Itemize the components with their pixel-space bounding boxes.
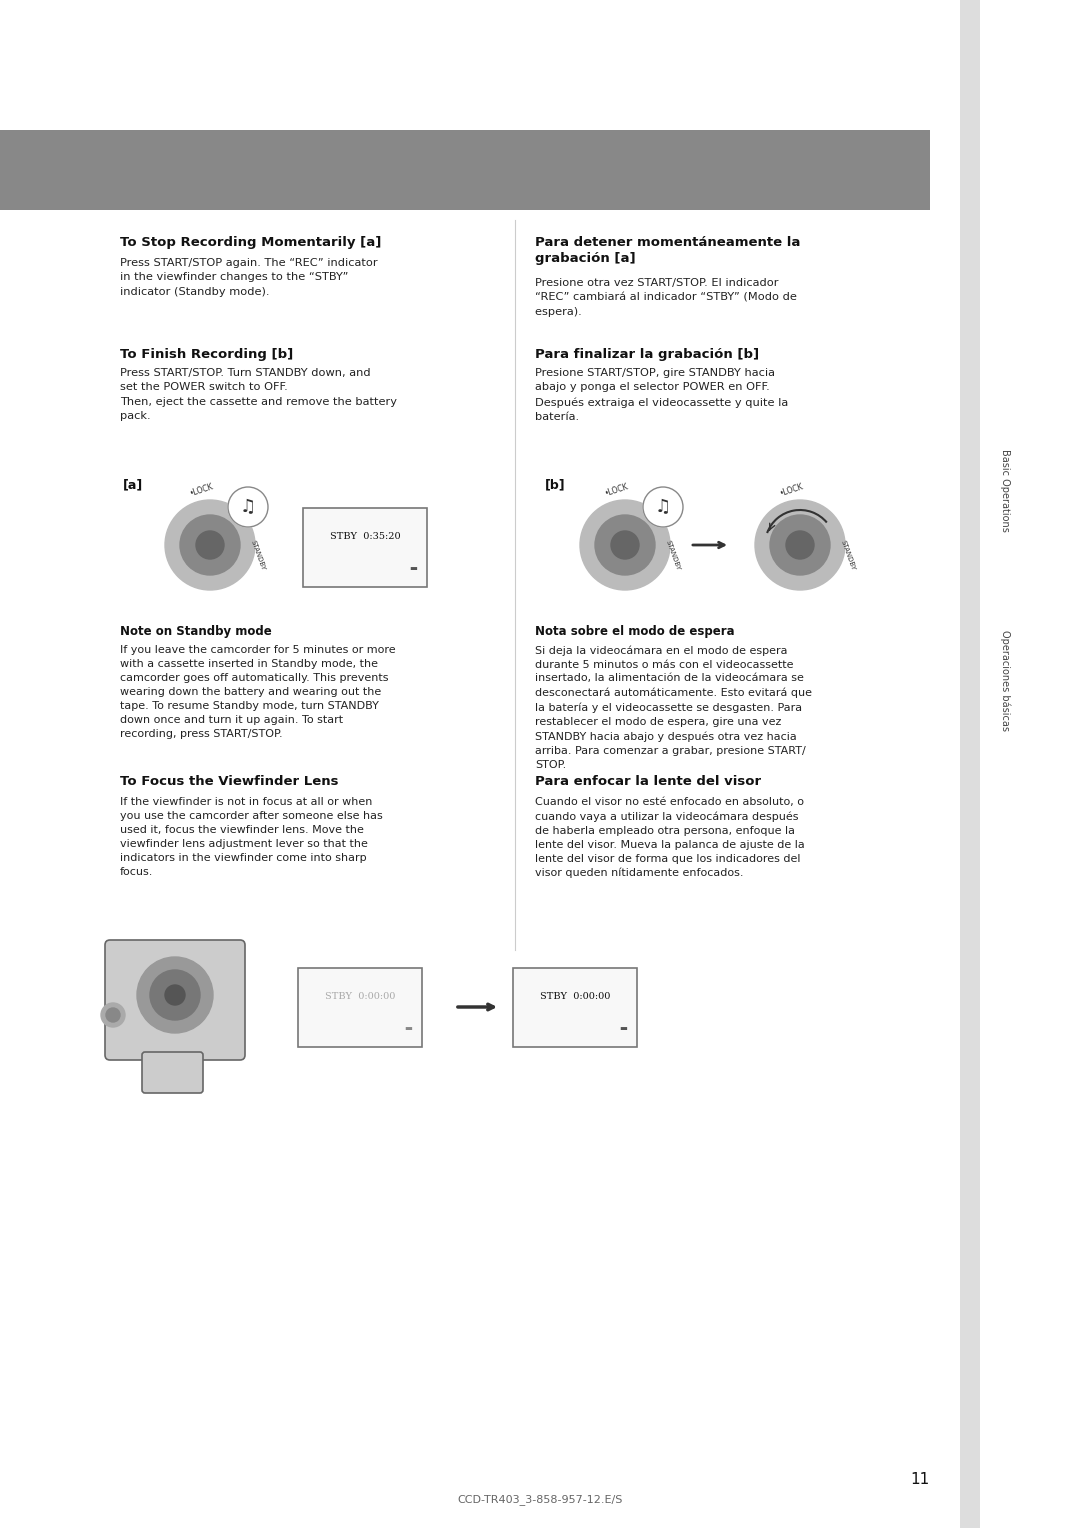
Circle shape (106, 1008, 120, 1022)
Text: ▬: ▬ (619, 1024, 627, 1033)
Circle shape (165, 986, 185, 1005)
FancyBboxPatch shape (105, 940, 245, 1060)
Circle shape (611, 532, 639, 559)
Text: STBY  0:00:00: STBY 0:00:00 (325, 992, 395, 1001)
Text: To Stop Recording Momentarily [a]: To Stop Recording Momentarily [a] (120, 235, 381, 249)
Circle shape (102, 1002, 125, 1027)
Text: STBY  0:35:20: STBY 0:35:20 (329, 532, 401, 541)
Circle shape (195, 532, 224, 559)
Text: Note on Standby mode: Note on Standby mode (120, 625, 272, 639)
Text: Cuando el visor no esté enfocado en absoluto, o
cuando vaya a utilizar la videoc: Cuando el visor no esté enfocado en abso… (535, 798, 805, 879)
Circle shape (755, 500, 845, 590)
Text: •LOCK: •LOCK (604, 481, 630, 498)
Text: ▬: ▬ (409, 564, 417, 573)
Text: CCD-TR403_3-858-957-12.E/S: CCD-TR403_3-858-957-12.E/S (457, 1494, 623, 1505)
Text: STANDBY: STANDBY (249, 539, 267, 571)
Text: ♫: ♫ (654, 498, 671, 516)
Circle shape (786, 532, 814, 559)
Text: Press START/STOP again. The “REC” indicator
in the viewfinder changes to the “ST: Press START/STOP again. The “REC” indica… (120, 258, 378, 296)
Text: Para finalizar la grabación [b]: Para finalizar la grabación [b] (535, 348, 759, 361)
Circle shape (228, 487, 268, 527)
FancyBboxPatch shape (141, 1051, 203, 1093)
Text: Si deja la videocámara en el modo de espera
durante 5 minutos o más con el video: Si deja la videocámara en el modo de esp… (535, 645, 812, 770)
FancyBboxPatch shape (298, 969, 422, 1047)
Text: If the viewfinder is not in focus at all or when
you use the camcorder after som: If the viewfinder is not in focus at all… (120, 798, 382, 877)
Text: •LOCK: •LOCK (189, 481, 215, 498)
Circle shape (180, 515, 240, 575)
Text: [a]: [a] (123, 478, 144, 490)
Circle shape (165, 500, 255, 590)
Circle shape (643, 487, 683, 527)
FancyBboxPatch shape (960, 0, 980, 1528)
Text: •LOCK: •LOCK (779, 481, 805, 498)
Text: STBY  0:00:00: STBY 0:00:00 (540, 992, 610, 1001)
Circle shape (150, 970, 200, 1021)
Text: To Focus the Viewfinder Lens: To Focus the Viewfinder Lens (120, 775, 338, 788)
Text: Presione START/STOP, gire STANDBY hacia
abajo y ponga el selector POWER en OFF.
: Presione START/STOP, gire STANDBY hacia … (535, 368, 788, 422)
Text: Nota sobre el modo de espera: Nota sobre el modo de espera (535, 625, 734, 639)
Text: 11: 11 (910, 1473, 930, 1487)
Text: Para detener momentáneamente la
grabación [a]: Para detener momentáneamente la grabació… (535, 235, 800, 264)
Text: STANDBY: STANDBY (840, 539, 856, 571)
Text: Para enfocar la lente del visor: Para enfocar la lente del visor (535, 775, 761, 788)
Circle shape (580, 500, 670, 590)
Text: ▬: ▬ (404, 1024, 411, 1033)
Text: Presione otra vez START/STOP. El indicador
“REC” cambiará al indicador “STBY” (⁠: Presione otra vez START/STOP. El indicad… (535, 278, 797, 316)
Circle shape (770, 515, 831, 575)
Text: To Finish Recording [b]: To Finish Recording [b] (120, 348, 294, 361)
Circle shape (595, 515, 654, 575)
Text: STANDBY: STANDBY (665, 539, 681, 571)
Text: Operaciones básicas: Operaciones básicas (1000, 630, 1010, 730)
Text: Press START/STOP. Turn STANDBY down, and
set the POWER switch to OFF.
Then, ejec: Press START/STOP. Turn STANDBY down, and… (120, 368, 397, 422)
Circle shape (137, 957, 213, 1033)
FancyBboxPatch shape (0, 130, 930, 209)
Text: If you leave the camcorder for 5 minutes or more
with a cassette inserted in Sta: If you leave the camcorder for 5 minutes… (120, 645, 395, 740)
FancyBboxPatch shape (513, 969, 637, 1047)
Text: ♫: ♫ (240, 498, 256, 516)
Text: [b]: [b] (545, 478, 566, 490)
Text: Basic Operations: Basic Operations (1000, 449, 1010, 532)
FancyBboxPatch shape (303, 507, 427, 587)
